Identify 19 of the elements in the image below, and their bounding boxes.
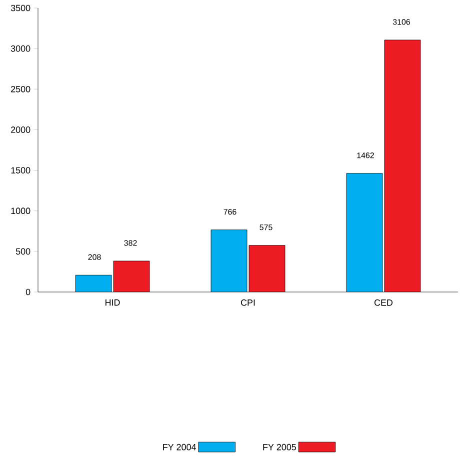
y-tick-label: 500 — [16, 248, 30, 255]
bar — [346, 173, 383, 292]
y-tick-label: 3000 — [10, 45, 30, 52]
y-tick-label: 2500 — [11, 86, 30, 92]
bar — [211, 230, 248, 292]
y-tick-label: 1500 — [11, 167, 30, 174]
y-tick-label: 1000 — [11, 208, 30, 214]
y-tick-label: 3500 — [10, 4, 30, 12]
legend-label: FY 2004 — [163, 444, 196, 450]
legend-label: FY 2005 — [263, 444, 296, 450]
bar — [384, 40, 421, 292]
bar — [114, 261, 150, 292]
bar — [248, 245, 285, 292]
y-tick-label: 2000 — [11, 126, 30, 133]
x-tick-label: CPI — [240, 299, 255, 306]
x-tick-label: HID — [106, 299, 120, 306]
y-tick-label: 0 — [26, 288, 30, 296]
x-tick-label: CED — [374, 299, 393, 306]
bar — [76, 275, 112, 292]
